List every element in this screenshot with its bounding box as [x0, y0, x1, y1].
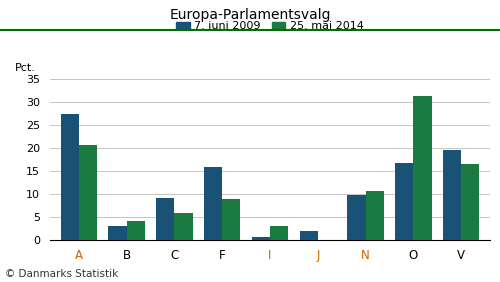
Text: Europa-Parlamentsvalg: Europa-Parlamentsvalg: [169, 8, 331, 23]
Bar: [348, 195, 366, 240]
Bar: [414, 96, 432, 240]
Bar: [204, 167, 222, 240]
Bar: [108, 226, 126, 240]
Bar: [78, 145, 97, 240]
Bar: [300, 231, 318, 240]
Bar: [156, 198, 174, 240]
Text: Pct.: Pct.: [15, 63, 36, 72]
Bar: [396, 163, 413, 240]
Bar: [462, 164, 479, 240]
Legend: 7. juni 2009, 25. maj 2014: 7. juni 2009, 25. maj 2014: [172, 17, 368, 36]
Bar: [126, 221, 144, 240]
Bar: [252, 237, 270, 240]
Bar: [222, 199, 240, 240]
Bar: [443, 150, 462, 240]
Text: © Danmarks Statistik: © Danmarks Statistik: [5, 269, 118, 279]
Bar: [174, 213, 192, 240]
Bar: [366, 191, 384, 240]
Bar: [270, 226, 288, 240]
Bar: [60, 114, 78, 240]
